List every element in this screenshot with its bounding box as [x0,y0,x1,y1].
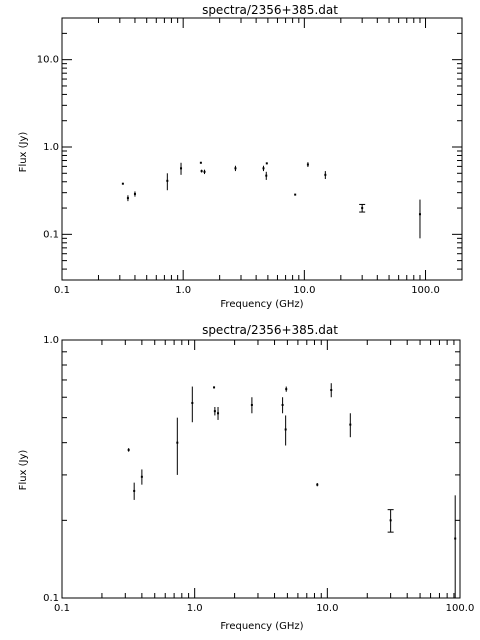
y-tick-label: 10.0 [37,55,59,66]
x-tick-label: 10.0 [316,603,338,614]
data-point [281,403,284,406]
data-point [121,182,124,185]
data-point [330,389,333,392]
chart-title: spectra/2356+385.dat [202,3,338,17]
y-tick-label: 0.1 [43,593,59,604]
x-tick-label: 100.0 [446,603,475,614]
x-axis-label: Frequency (GHz) [220,621,303,632]
data-point [126,197,129,200]
data-point [127,448,130,451]
data-point [361,207,364,210]
x-tick-label: 100.0 [411,285,440,296]
data-point [166,179,169,182]
x-tick-label: 0.1 [54,603,70,614]
data-point [133,489,136,492]
data-point [284,428,287,431]
y-axis-label: Flux (Jy) [18,450,29,491]
data-point [285,388,288,391]
data-point [234,167,237,170]
data-point [217,412,220,415]
data-point [200,170,203,173]
data-point [250,403,253,406]
data-point [140,475,143,478]
plot-frame [61,339,461,599]
data-point [191,401,194,404]
x-tick-label: 1.0 [175,285,191,296]
y-axis-label: Flux (Jy) [18,132,29,173]
data-point [265,162,268,165]
data-point [389,519,392,522]
data-point [213,410,216,413]
x-tick-label: 10.0 [293,285,315,296]
data-point [203,170,206,173]
data-point [418,213,421,216]
data-point [199,161,202,164]
data-point [133,192,136,195]
y-tick-label: 1.0 [43,142,59,153]
data-point [180,167,183,170]
data-point [294,193,297,196]
data-point [454,537,457,540]
data-point [176,441,179,444]
data-point [306,163,309,166]
x-tick-label: 1.0 [187,603,203,614]
data-point [262,167,265,170]
data-point [324,173,327,176]
data-point [349,423,352,426]
data-point [213,386,216,389]
data-point [316,483,319,486]
x-tick-label: 0.1 [54,285,70,296]
plot-frame [61,17,463,281]
y-tick-label: 1.0 [43,335,59,346]
chart-panel-top: spectra/2356+385.dat Frequency (GHz) Flu… [18,3,463,310]
x-axis-label: Frequency (GHz) [220,299,303,310]
chart-title: spectra/2356+385.dat [202,323,338,337]
data-point [265,174,268,177]
chart-panel-bottom: spectra/2356+385.dat Frequency (GHz) Flu… [18,323,474,632]
y-tick-label: 0.1 [43,229,59,240]
